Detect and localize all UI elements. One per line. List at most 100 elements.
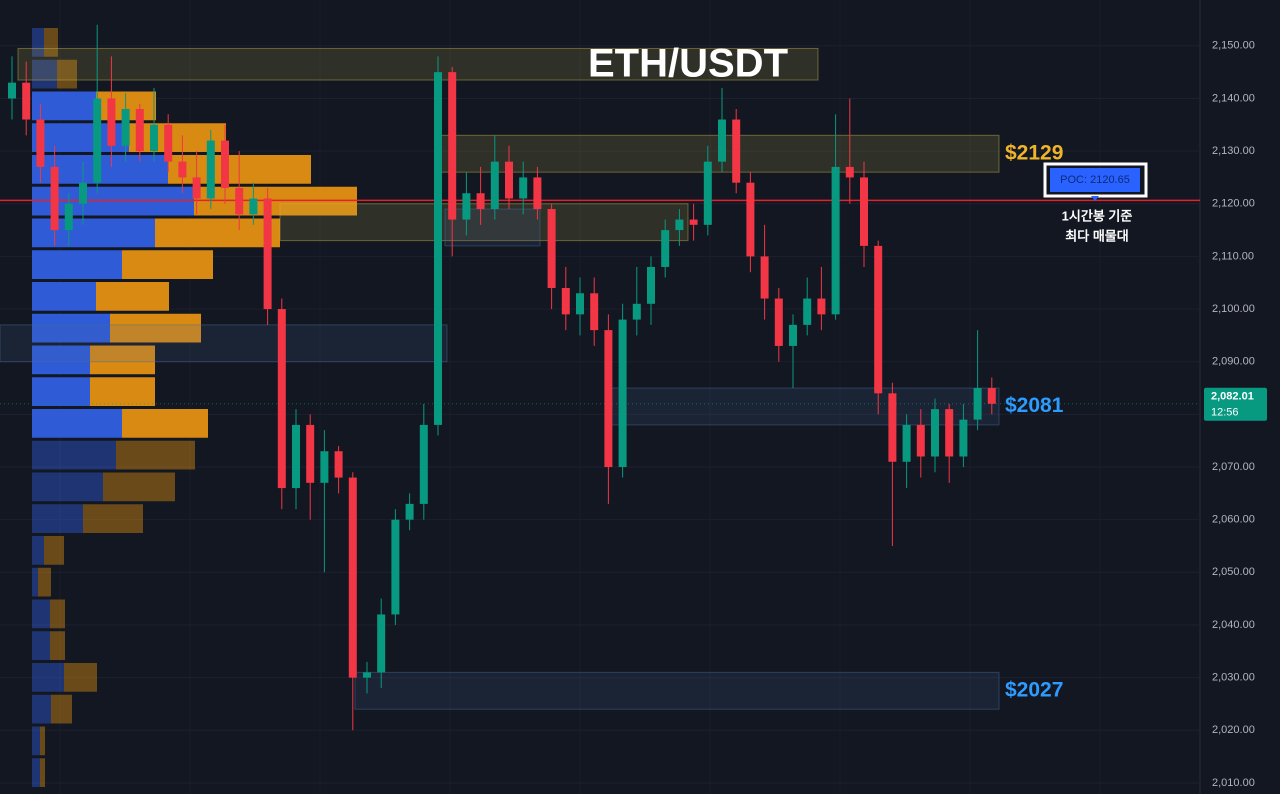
- candle-body: [135, 108, 144, 152]
- candle-body: [987, 388, 996, 404]
- profile-sell-bar: [122, 250, 213, 279]
- profile-buy-bar: [32, 345, 90, 375]
- candle-body: [803, 298, 812, 325]
- annotation: 최다 매물대: [1065, 228, 1128, 243]
- profile-sell-bar: [44, 536, 64, 565]
- zone: [17, 47, 819, 81]
- profile-buy-bar: [32, 28, 44, 57]
- candle-body: [774, 298, 783, 346]
- profile-sell-bar: [38, 567, 51, 597]
- candle-body: [391, 519, 400, 615]
- candle-body: [249, 198, 258, 215]
- candle-body: [888, 393, 897, 462]
- y-tick-label: 2,070.00: [1212, 461, 1255, 473]
- candle-body: [661, 230, 670, 267]
- candle-body: [931, 409, 939, 457]
- candle-body: [760, 256, 769, 299]
- candle-body: [703, 161, 712, 225]
- last-price-label: 2,082.01: [1211, 391, 1254, 403]
- profile-sell-bar: [57, 59, 77, 89]
- candle-body: [178, 161, 187, 178]
- candle-body: [79, 182, 87, 204]
- candle-body: [860, 177, 868, 246]
- candle-body: [632, 303, 641, 320]
- candle-body: [462, 193, 471, 220]
- profile-sell-bar: [44, 28, 58, 57]
- candle-body: [959, 419, 968, 457]
- profile-buy-bar: [32, 504, 83, 533]
- profile-sell-bar: [50, 631, 65, 660]
- zone: [279, 203, 689, 242]
- candle-body: [561, 288, 570, 315]
- profile-buy-bar: [32, 631, 50, 660]
- candle-body: [434, 72, 442, 425]
- candle-body: [348, 477, 357, 678]
- y-tick-label: 2,030.00: [1212, 672, 1255, 684]
- profile-sell-bar: [83, 504, 143, 533]
- profile-buy-bar: [32, 726, 40, 756]
- candle-body: [150, 124, 158, 152]
- candle-body: [789, 324, 797, 346]
- candle-body: [817, 298, 826, 315]
- candle-body: [292, 424, 300, 489]
- candle-body: [689, 219, 698, 225]
- y-tick-label: 2,040.00: [1212, 619, 1255, 631]
- zone: [604, 387, 1000, 426]
- candle-body: [206, 140, 215, 199]
- profile-buy-bar: [32, 536, 44, 565]
- chart-title: ETH/USDT: [588, 42, 788, 86]
- profile-sell-bar: [122, 409, 208, 438]
- candle-body: [164, 124, 173, 162]
- candle-body: [107, 98, 116, 146]
- candle-body: [845, 166, 854, 178]
- candle-body: [405, 503, 414, 520]
- zone: [444, 208, 541, 247]
- candle-body: [8, 82, 16, 99]
- candle-body: [277, 309, 286, 489]
- zone-label: $2081: [1005, 394, 1064, 417]
- y-tick-label: 2,100.00: [1212, 303, 1255, 315]
- candle-body: [902, 424, 911, 462]
- last-price-tag: [1204, 387, 1267, 421]
- zone-label: $2027: [1005, 678, 1063, 701]
- profile-buy-bar: [32, 409, 122, 438]
- profile-sell-bar: [116, 440, 195, 470]
- profile-buy-bar: [32, 694, 51, 724]
- candle-body: [576, 293, 584, 315]
- profile-buy-bar: [32, 91, 96, 121]
- zone: [0, 324, 448, 363]
- candle-body: [306, 424, 315, 483]
- candle-body: [604, 330, 613, 468]
- profile-sell-bar: [103, 472, 175, 502]
- candle-body: [320, 451, 329, 483]
- candle-body: [36, 119, 45, 167]
- candle-body: [419, 424, 428, 504]
- zone: [354, 671, 1000, 710]
- candle-body: [93, 98, 102, 183]
- profile-buy-bar: [32, 218, 155, 248]
- candle-body: [476, 193, 485, 210]
- profile-buy-bar: [32, 282, 96, 311]
- y-tick-label: 2,010.00: [1212, 777, 1255, 789]
- candle-body: [547, 209, 556, 289]
- profile-sell-bar: [110, 313, 201, 343]
- candle-body: [263, 198, 272, 310]
- candle-body: [519, 177, 528, 199]
- candle-body: [732, 119, 741, 183]
- profile-sell-bar: [90, 345, 155, 375]
- y-tick-label: 2,090.00: [1212, 356, 1255, 368]
- candle-body: [192, 177, 201, 199]
- candle-body: [50, 166, 59, 231]
- candle-body: [916, 424, 925, 457]
- candle-body: [235, 187, 244, 215]
- candle-body: [221, 140, 229, 188]
- y-tick-label: 2,110.00: [1212, 250, 1254, 262]
- candle-body: [831, 166, 840, 315]
- candle-body: [377, 614, 386, 673]
- candle-body: [618, 319, 627, 468]
- profile-sell-bar: [51, 694, 72, 724]
- candle-body: [334, 451, 343, 478]
- profile-sell-bar: [90, 377, 155, 406]
- profile-buy-bar: [32, 440, 116, 470]
